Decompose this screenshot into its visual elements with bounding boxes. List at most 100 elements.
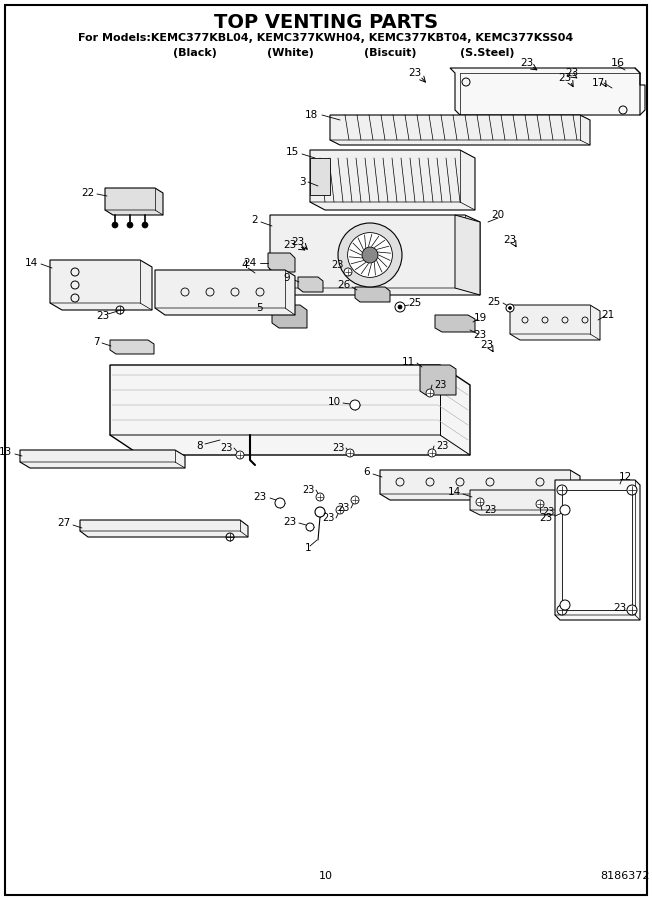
Text: 23: 23 (434, 380, 446, 390)
Text: 15: 15 (286, 147, 299, 157)
Circle shape (315, 507, 325, 517)
Polygon shape (455, 215, 480, 295)
Circle shape (426, 389, 434, 397)
Text: (S.Steel): (S.Steel) (460, 48, 514, 58)
Polygon shape (270, 215, 480, 295)
Text: 12: 12 (618, 472, 632, 482)
Text: 5: 5 (256, 303, 263, 313)
Text: 19: 19 (473, 313, 486, 323)
Text: 22: 22 (81, 188, 94, 198)
Text: 23: 23 (96, 311, 110, 321)
Text: 23: 23 (254, 492, 267, 502)
Text: 23: 23 (332, 443, 344, 453)
Circle shape (557, 485, 567, 495)
Text: 1: 1 (304, 543, 311, 553)
Circle shape (338, 223, 402, 287)
Text: 23: 23 (331, 260, 343, 270)
Circle shape (476, 498, 484, 506)
Text: 8: 8 (197, 441, 203, 451)
Text: 23: 23 (220, 443, 232, 453)
Polygon shape (155, 270, 295, 315)
Polygon shape (105, 188, 163, 215)
Text: 24: 24 (244, 258, 257, 268)
Text: 26: 26 (336, 280, 350, 290)
Text: 25: 25 (408, 298, 422, 308)
Text: 23: 23 (558, 73, 572, 83)
Polygon shape (20, 450, 185, 468)
Polygon shape (380, 470, 580, 500)
Polygon shape (450, 68, 640, 115)
Circle shape (627, 485, 637, 495)
Text: 23: 23 (503, 235, 516, 245)
Text: 23: 23 (542, 507, 554, 517)
Circle shape (506, 304, 514, 312)
Text: For Models:KEMC377KBL04, KEMC377KWH04, KEMC377KBT04, KEMC377KSS04: For Models:KEMC377KBL04, KEMC377KWH04, K… (78, 33, 574, 43)
Polygon shape (310, 158, 330, 195)
Text: 27: 27 (57, 518, 70, 528)
Circle shape (560, 600, 570, 610)
Circle shape (428, 449, 436, 457)
Text: 10: 10 (328, 397, 341, 407)
Text: 7: 7 (93, 337, 100, 347)
Polygon shape (110, 365, 470, 455)
Circle shape (557, 605, 567, 615)
Circle shape (316, 493, 324, 501)
Text: (Biscuit): (Biscuit) (364, 48, 416, 58)
Text: 3: 3 (299, 177, 306, 187)
Text: 4: 4 (242, 260, 248, 270)
Text: 13: 13 (0, 447, 12, 457)
Circle shape (560, 505, 570, 515)
Circle shape (336, 506, 344, 514)
Text: 23: 23 (540, 513, 553, 523)
Circle shape (127, 222, 133, 228)
Circle shape (112, 222, 118, 228)
Text: 23: 23 (302, 485, 314, 495)
Polygon shape (330, 115, 590, 145)
Circle shape (348, 232, 393, 277)
Text: 23: 23 (614, 603, 627, 613)
Text: 14: 14 (25, 258, 38, 268)
Circle shape (362, 247, 378, 263)
Text: 23: 23 (283, 517, 296, 527)
Text: 23: 23 (484, 505, 496, 515)
Text: 23: 23 (473, 330, 486, 340)
Circle shape (509, 307, 512, 310)
Text: 23: 23 (291, 237, 304, 247)
Text: 8186372: 8186372 (600, 871, 650, 881)
Text: TOP VENTING PARTS: TOP VENTING PARTS (214, 13, 438, 32)
Circle shape (236, 451, 244, 459)
Polygon shape (298, 277, 323, 292)
Polygon shape (435, 315, 475, 332)
Polygon shape (80, 520, 248, 537)
Polygon shape (268, 253, 295, 272)
Circle shape (536, 500, 544, 508)
Circle shape (346, 449, 354, 457)
Text: 6: 6 (363, 467, 370, 477)
Polygon shape (510, 305, 600, 340)
Text: 9: 9 (284, 273, 290, 283)
Text: 10: 10 (319, 871, 333, 881)
Text: 25: 25 (487, 297, 500, 307)
Text: 23: 23 (408, 68, 422, 78)
Text: 14: 14 (448, 487, 461, 497)
Circle shape (344, 268, 352, 276)
Circle shape (275, 498, 285, 508)
Text: 2: 2 (252, 215, 258, 225)
Text: 23: 23 (481, 340, 494, 350)
Text: 23: 23 (322, 513, 334, 523)
Circle shape (398, 305, 402, 309)
Polygon shape (50, 260, 152, 310)
Text: 20: 20 (492, 210, 505, 220)
Text: 21: 21 (601, 310, 615, 320)
Polygon shape (562, 490, 632, 610)
Polygon shape (420, 365, 456, 395)
Polygon shape (310, 150, 475, 210)
Text: 23: 23 (565, 68, 578, 78)
Text: 18: 18 (304, 110, 318, 120)
Text: 23: 23 (337, 503, 349, 513)
Text: 11: 11 (402, 357, 415, 367)
Polygon shape (272, 305, 307, 328)
Text: 16: 16 (611, 58, 625, 68)
Circle shape (627, 605, 637, 615)
Text: 23: 23 (436, 441, 448, 451)
